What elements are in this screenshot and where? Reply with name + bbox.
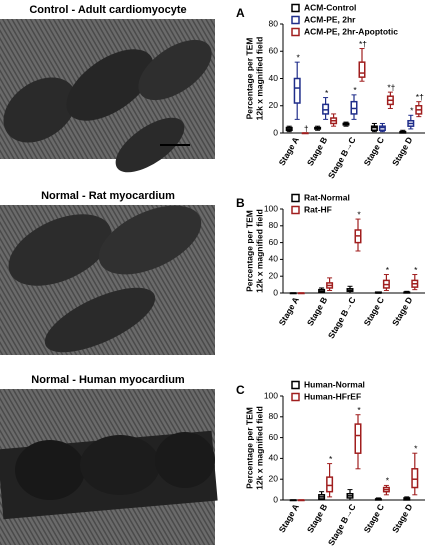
y-tick-label: 20 <box>269 473 279 483</box>
y-tick-label: 80 <box>269 18 279 28</box>
y-axis-label: 12k x magnified field <box>254 406 264 490</box>
x-tick-label: Stage B→C <box>326 502 358 547</box>
legend-swatch <box>291 193 300 203</box>
legend-swatch <box>291 392 300 402</box>
significance-marker: * <box>414 443 418 453</box>
panel-label: C <box>236 383 245 397</box>
x-tick-label: Stage A <box>277 295 301 327</box>
x-tick-label: Stage C <box>362 135 386 167</box>
y-tick-label: 60 <box>269 237 279 247</box>
micrograph <box>0 19 215 173</box>
legend-label: Human-Normal <box>304 379 365 389</box>
y-tick-label: 100 <box>264 390 278 400</box>
significance-marker: * <box>357 405 361 415</box>
y-tick-label: 40 <box>269 254 279 264</box>
y-tick-label: 0 <box>273 287 278 297</box>
panel-label: A <box>236 6 245 20</box>
y-tick-label: 80 <box>269 411 279 421</box>
legend-swatch <box>291 27 300 37</box>
x-tick-label: Stage C <box>362 295 386 327</box>
y-tick-label: 20 <box>269 270 279 280</box>
micrograph <box>0 389 218 545</box>
box <box>358 61 366 78</box>
legend-label: ACM-PE, 2hr-Apoptotic <box>304 26 398 36</box>
y-axis-label: Percentage per TEM <box>244 210 254 292</box>
y-axis-label: Percentage per TEM <box>244 38 254 120</box>
legend-label: ACM-Control <box>304 2 356 12</box>
x-tick-label: Stage B <box>305 135 329 167</box>
legend-swatch <box>291 15 300 25</box>
legend-label: ACM-PE, 2hr <box>304 14 356 24</box>
legend-label: Rat-Normal <box>304 192 350 202</box>
y-tick-label: 60 <box>269 432 279 442</box>
significance-marker: * <box>386 265 390 275</box>
box <box>354 423 362 454</box>
panel-label: B <box>236 196 245 210</box>
image-title: Normal - Rat myocardium <box>41 190 175 202</box>
x-tick-label: Stage C <box>362 502 386 534</box>
legend-label: Rat-HF <box>304 204 332 214</box>
significance-marker: * <box>353 85 357 95</box>
significance-marker: * <box>297 52 301 62</box>
y-tick-label: 100 <box>264 203 278 213</box>
significance-marker: *† <box>359 39 367 49</box>
significance-marker: * <box>357 209 361 219</box>
legend-label: Human-HFrEF <box>304 391 361 401</box>
x-tick-label: Stage D <box>390 295 414 327</box>
y-axis-label: 12k x magnified field <box>254 37 264 121</box>
x-tick-label: Stage B→C <box>326 295 358 340</box>
significance-marker: † <box>304 123 309 133</box>
y-axis-label: Percentage per TEM <box>244 407 254 489</box>
y-tick-label: 60 <box>269 46 279 56</box>
x-tick-label: Stage A <box>277 502 301 534</box>
box <box>411 468 419 489</box>
x-tick-label: Stage D <box>390 502 414 534</box>
significance-marker: * <box>414 265 418 275</box>
box <box>293 77 301 104</box>
x-tick-label: Stage A <box>277 135 301 167</box>
significance-marker: * <box>386 476 390 486</box>
y-axis-label: 12k x magnified field <box>254 209 264 293</box>
y-tick-label: 80 <box>269 220 279 230</box>
y-tick-label: 40 <box>269 453 279 463</box>
significance-marker: * <box>325 88 329 98</box>
image-title: Control - Adult cardiomyocyte <box>29 4 186 16</box>
x-tick-label: Stage B→C <box>326 135 358 180</box>
legend-swatch <box>291 380 300 390</box>
significance-marker: * <box>410 106 414 116</box>
y-tick-label: 40 <box>269 73 279 83</box>
x-tick-label: Stage D <box>390 135 414 167</box>
significance-marker: * <box>329 454 333 464</box>
x-tick-label: Stage B <box>305 295 329 327</box>
micrograph <box>0 205 215 355</box>
y-tick-label: 0 <box>273 494 278 504</box>
x-tick-label: Stage B <box>305 502 329 534</box>
significance-marker: *† <box>387 82 395 92</box>
image-title: Normal - Human myocardium <box>31 374 185 386</box>
significance-marker: *† <box>416 92 424 102</box>
y-tick-label: 0 <box>273 127 278 137</box>
box <box>326 476 334 493</box>
legend-swatch <box>291 3 300 13</box>
y-tick-label: 20 <box>269 100 279 110</box>
legend-swatch <box>291 205 300 215</box>
